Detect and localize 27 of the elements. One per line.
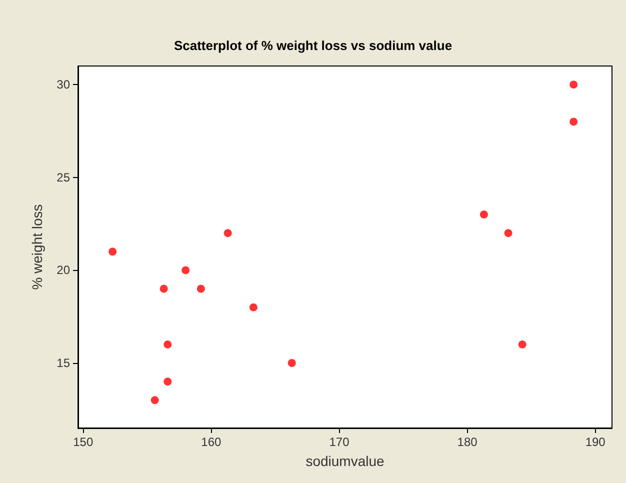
point [504,229,512,238]
x-tick-label: 180 [457,435,478,449]
point [108,248,117,256]
x-tick-label: 190 [585,435,606,449]
point [164,378,172,386]
point [518,340,526,348]
point [249,303,258,312]
point [150,396,159,404]
point [480,210,488,219]
y-axis-title: % weight loss [29,204,45,290]
point [570,80,578,89]
point [570,118,578,126]
y-tick-label: 20 [56,263,70,278]
point [160,284,168,293]
x-tick-label: 150 [73,435,94,449]
x-axis-title: sodiumvalue [306,453,385,469]
point [224,229,232,238]
y-tick-label: 30 [56,78,70,92]
point [182,266,190,274]
point [196,284,205,293]
chart-title: Scatterplot of % weight loss vs sodium value [174,38,452,53]
point [164,340,172,348]
x-tick-label: 170 [329,435,350,449]
x-tick-label: 160 [201,435,222,449]
y-tick-label: 25 [56,170,70,184]
point [288,359,296,368]
y-tick-label: 15 [56,356,70,370]
